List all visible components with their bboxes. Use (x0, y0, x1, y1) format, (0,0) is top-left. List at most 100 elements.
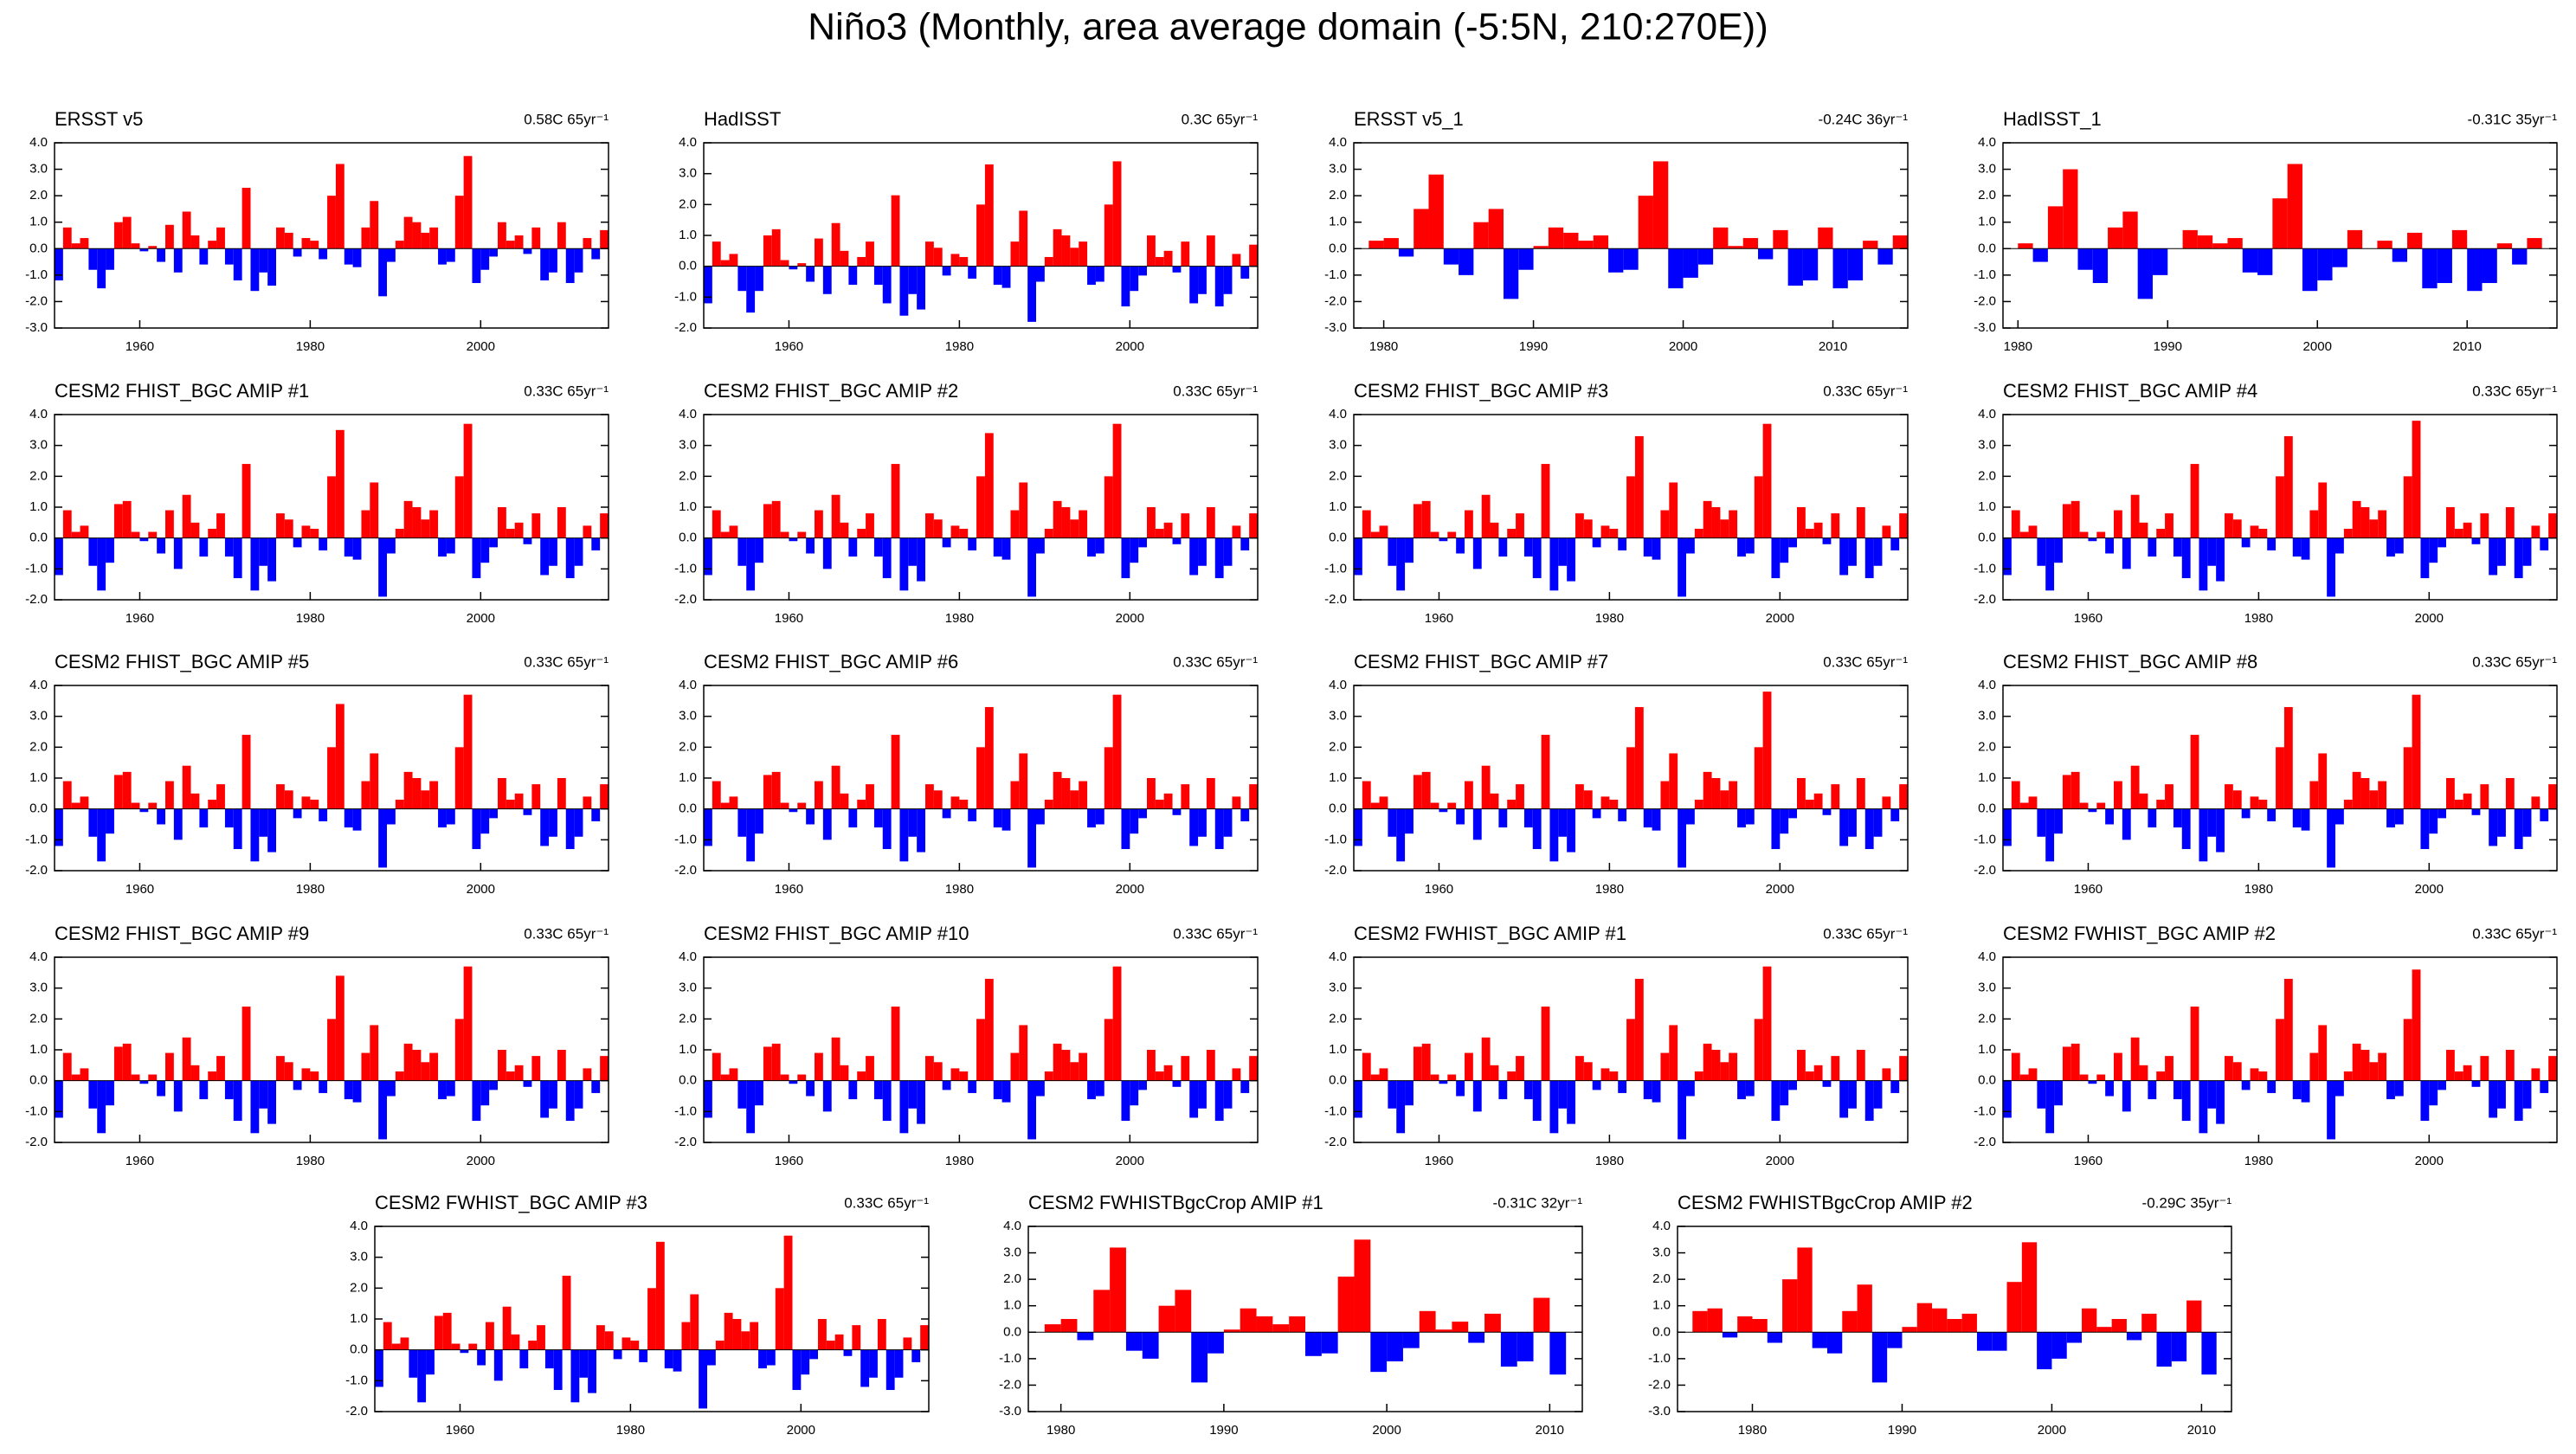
y-tick-label: -1.0 (1648, 1351, 1671, 1366)
bar (1001, 266, 1011, 288)
bar (514, 1065, 524, 1081)
panel-title: CESM2 FHIST_BGC AMIP #10 (704, 923, 969, 944)
bar (1387, 1332, 1403, 1361)
bar (789, 266, 798, 270)
bar (1558, 1080, 1568, 1109)
bar (797, 802, 807, 809)
y-tick-label: 1.0 (679, 770, 697, 785)
bar (1652, 808, 1661, 831)
bar (857, 799, 866, 809)
y-tick-label: 3.0 (29, 162, 48, 177)
bar (442, 1312, 452, 1350)
bar (1523, 1080, 1533, 1100)
bar (242, 187, 251, 249)
y-tick-label: 3.0 (1978, 709, 1996, 724)
bar (1240, 808, 1250, 821)
bar (1669, 753, 1678, 809)
bar (2171, 1332, 2187, 1361)
bar (2186, 1300, 2202, 1333)
bar (2332, 248, 2347, 267)
bar (1036, 266, 1045, 282)
bar (2011, 1052, 2020, 1081)
plot-frame (2002, 956, 2558, 1143)
bar (1737, 1316, 1753, 1333)
bar (729, 525, 738, 538)
bar (400, 1337, 409, 1350)
bar (514, 522, 524, 538)
bar (873, 808, 883, 828)
bar (531, 227, 541, 249)
panel-title: CESM2 FWHIST_BGC AMIP #3 (375, 1192, 647, 1213)
bar (1181, 784, 1190, 809)
bar (1189, 1080, 1199, 1118)
bar (1456, 537, 1465, 554)
bar (1643, 808, 1652, 828)
bar (2272, 198, 2288, 249)
bar (2335, 537, 2344, 554)
bar (2480, 513, 2489, 538)
bar (2489, 808, 2498, 846)
bar (1533, 1297, 1550, 1333)
bar (319, 248, 328, 260)
bar (1711, 1050, 1721, 1081)
bar (2369, 1062, 2379, 1081)
trend-label: -0.31C 32yr⁻¹ (1493, 1194, 1583, 1211)
bar (1813, 1065, 1823, 1081)
bar (498, 507, 506, 538)
bar (1010, 241, 1020, 267)
bar (463, 966, 473, 1081)
x-tick-label: 1980 (1595, 1154, 1624, 1168)
bar (917, 808, 925, 852)
bar (2037, 1080, 2046, 1109)
bar (472, 808, 481, 850)
bar (454, 196, 464, 249)
x-tick-label: 2000 (1766, 611, 1794, 626)
bar (1686, 537, 1695, 554)
bar (1155, 1071, 1164, 1081)
y-tick-label: 3.0 (1003, 1245, 1021, 1260)
bar (190, 793, 200, 809)
y-tick-label: 2.0 (1329, 188, 1347, 203)
bar (763, 504, 772, 538)
bar (789, 808, 798, 813)
bar (2032, 248, 2048, 262)
bar (2141, 1313, 2157, 1333)
bar (1321, 1332, 1338, 1354)
bar (319, 1080, 328, 1093)
bar (370, 1025, 379, 1081)
bar (2092, 248, 2109, 284)
bar (1175, 1290, 1192, 1333)
trend-label: 0.33C 65yr⁻¹ (524, 653, 609, 670)
y-tick-label: 1.0 (350, 1311, 368, 1326)
bar (780, 802, 789, 809)
bar (1541, 1007, 1550, 1081)
bar (789, 537, 798, 542)
panel-title: CESM2 FWHIST_BGC AMIP #2 (2003, 923, 2276, 944)
x-tick-label: 2000 (1116, 611, 1144, 626)
bar (242, 1007, 251, 1081)
plot-frame (1027, 1226, 1583, 1412)
bar (1618, 808, 1627, 821)
x-tick-label: 1960 (2074, 1154, 2103, 1168)
bar (1456, 808, 1465, 825)
bar (704, 808, 712, 846)
y-tick-label: 3.0 (29, 438, 48, 453)
bar (2283, 706, 2293, 809)
y-tick-label: 0.0 (350, 1342, 368, 1357)
bar (818, 1319, 827, 1350)
bar (917, 1080, 925, 1124)
bar (831, 222, 840, 267)
y-tick-label: 1.0 (29, 499, 48, 514)
bar (1388, 1080, 1397, 1109)
bar (519, 1349, 529, 1369)
panel-title: CESM2 FHIST_BGC AMIP #8 (2003, 651, 2257, 672)
y-tick-label: 3.0 (679, 438, 697, 453)
bar (1609, 528, 1619, 538)
bar (857, 528, 866, 538)
bar (1609, 1071, 1619, 1081)
bar (387, 248, 396, 262)
bar (950, 1068, 960, 1081)
bar (903, 1337, 912, 1350)
bar (976, 204, 985, 267)
x-tick-label: 1960 (446, 1423, 474, 1438)
